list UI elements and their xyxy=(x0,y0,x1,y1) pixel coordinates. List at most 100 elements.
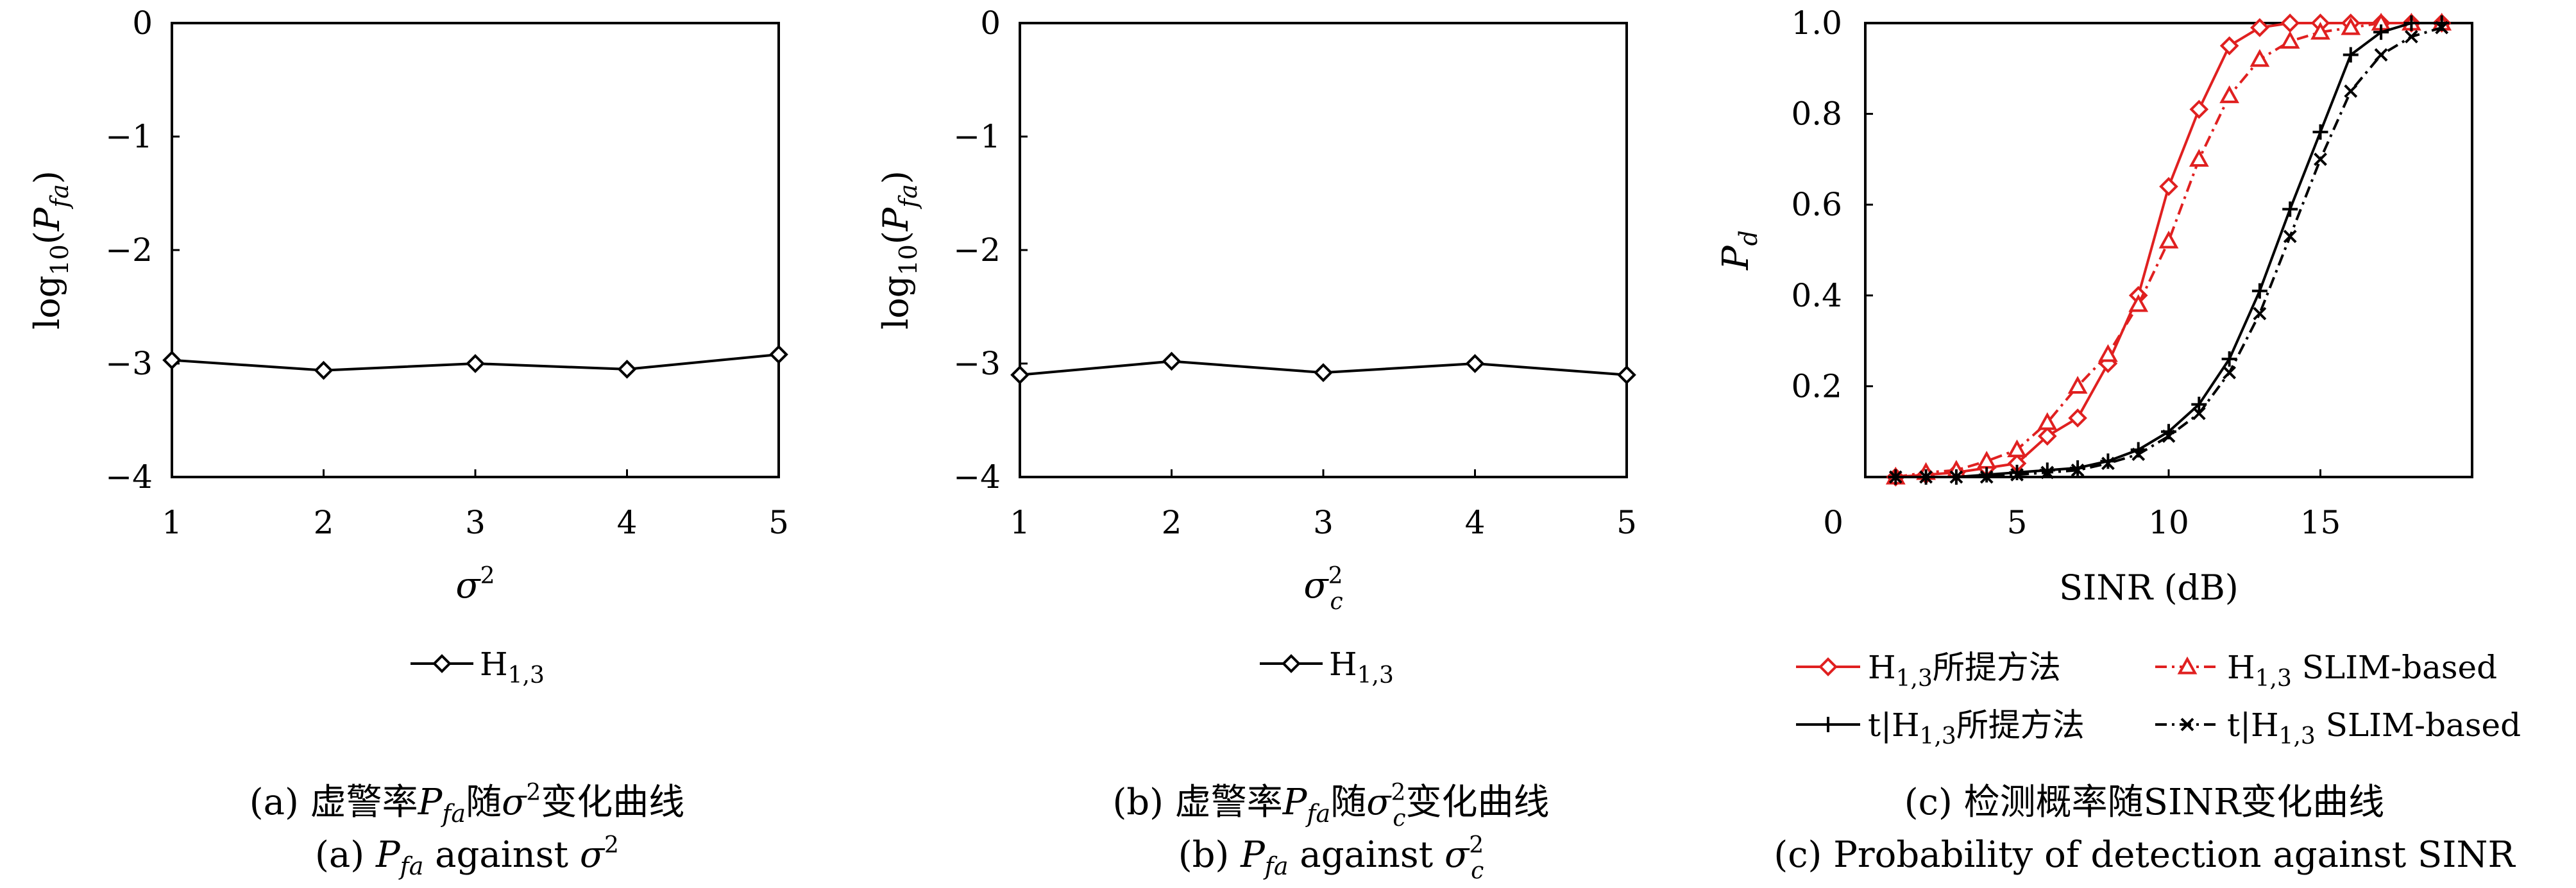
panel-c-data-point xyxy=(2191,396,2207,412)
panel-a-xtick-label: 1 xyxy=(162,504,182,541)
panel-a-data-point xyxy=(617,360,637,379)
panel-c-ytick-label: 0.6 xyxy=(1791,186,1842,223)
panel-a-data-point xyxy=(162,350,182,370)
panel-c-legend-label: H1,3 SLIM-based xyxy=(2227,649,2497,692)
panel-c-data-point xyxy=(2068,408,2087,428)
panel-c-data-point xyxy=(2341,17,2361,35)
panel-b-ytick-label: −4 xyxy=(953,458,1001,496)
panel-b-legend: H1,3 xyxy=(1260,646,1394,689)
panel-a-data-point xyxy=(314,360,334,380)
panel-a-series xyxy=(162,345,788,380)
panel-c-legend-label: H1,3所提方法 xyxy=(1868,649,2061,692)
panel-c-data-point xyxy=(2310,22,2330,40)
panel-c-series-line-2 xyxy=(1895,22,2442,478)
panel-c-series-line-4 xyxy=(1895,26,2443,478)
panel-c-series xyxy=(1885,12,2452,487)
panel-c: 0 5 10 15 1.0 0.8 0.6 0.4 0.2 Pd SINR (dB) H1,3所… xyxy=(1715,4,2521,876)
panel-c-data-point xyxy=(2344,84,2358,98)
panel-c-data-point xyxy=(2067,376,2088,394)
panel-b-caption-cn: (b) 虚警率Pfa随σ2 c变化曲线 xyxy=(1112,780,1549,832)
panel-c-legend-marker xyxy=(2177,656,2198,674)
panel-c-ticks: 0 5 10 15 1.0 0.8 0.6 0.4 0.2 xyxy=(1791,4,2341,541)
panel-b-legend-label: H1,3 xyxy=(1329,646,1394,689)
panel-b-xtick-label: 4 xyxy=(1465,504,1486,541)
panel-b-ticks: 1 2 3 4 5 0 −1 −2 −3 −4 xyxy=(953,4,1637,541)
panel-b-data-point xyxy=(1162,351,1182,371)
panel-c-data-point xyxy=(2404,29,2418,44)
panel-c-data-point xyxy=(2101,457,2115,471)
panel-a-caption-en: (a) Pfa against σ2 xyxy=(315,832,619,880)
panel-c-data-point xyxy=(2374,48,2388,62)
panel-c-data-point xyxy=(2158,230,2179,249)
panel-a-xlabel: σ2 xyxy=(455,563,495,607)
panel-a-ylabel-text: log10(Pfa) xyxy=(27,171,74,330)
panel-b-ytick-label: 0 xyxy=(980,4,1001,42)
panel-c-data-point xyxy=(2039,462,2055,478)
panel-b-xlabel: σ2 c xyxy=(1303,563,1343,615)
panel-c-data-point xyxy=(2159,177,2178,196)
panel-c-data-point xyxy=(2131,448,2146,462)
panel-c-legend-marker xyxy=(1818,657,1838,676)
panel-c-data-point xyxy=(2189,99,2209,119)
panel-b-data-point xyxy=(1617,365,1636,385)
panel-c-data-point xyxy=(2162,429,2176,443)
panel-c-data-point xyxy=(2037,412,2058,430)
panel-c-legend-label: t|H1,3 SLIM-based xyxy=(2227,707,2521,750)
panel-b-ytick-label: −2 xyxy=(953,231,1001,269)
panel-a-ytick-label: −3 xyxy=(105,345,153,382)
panel-a-xtick-label: 3 xyxy=(465,504,486,541)
panel-c-data-point xyxy=(2280,13,2300,33)
panel-a-legend: H1,3 xyxy=(411,646,545,689)
panel-a-legend-label: H1,3 xyxy=(480,646,545,689)
panel-c-data-point xyxy=(2010,468,2024,482)
panel-c-legend: H1,3所提方法 H1,3 SLIM-based t|H1,3所提方法 t|H1,3 … xyxy=(1796,649,2521,750)
panel-a-xtick-label: 4 xyxy=(617,504,638,541)
panel-c-data-point xyxy=(2071,463,2085,477)
panel-c-caption-cn: (c) 检测概率随SINR变化曲线 xyxy=(1904,782,2385,823)
panel-b-xtick-label: 3 xyxy=(1313,504,1334,541)
panel-a-ticks: 1 2 3 4 5 0 −1 −2 −3 −4 xyxy=(105,4,789,541)
panel-c-legend-marker xyxy=(1820,717,1836,732)
panel-b-data-point xyxy=(1314,363,1333,382)
panel-a-data-point xyxy=(466,354,485,373)
panel-c-data-point xyxy=(2007,439,2027,458)
panel-c-data-point xyxy=(2250,49,2270,67)
panel-c-data-point xyxy=(2040,465,2055,480)
panel-c-xtick-label: 0 xyxy=(1823,504,1843,541)
panel-b-xtick-label: 2 xyxy=(1162,504,1182,541)
panel-c-ylabel: Pd xyxy=(1715,230,1763,271)
panel-c-data-point xyxy=(1919,470,1933,484)
panel-b-plot-frame xyxy=(1019,22,1628,478)
panel-c-caption-en: (c) Probability of detection against SIN… xyxy=(1774,834,2516,876)
panel-a-ytick-label: −1 xyxy=(105,118,153,155)
panel-b-ytick-label: −1 xyxy=(953,118,1001,155)
panel-c-data-point xyxy=(2283,230,2297,244)
panel-c-data-point xyxy=(2253,306,2267,321)
panel-c-data-point xyxy=(2403,15,2419,31)
panel-c-data-point xyxy=(2250,18,2269,37)
panel-b-series xyxy=(1010,351,1636,385)
panel-c-data-point xyxy=(2128,294,2149,312)
panel-c-data-point xyxy=(2189,149,2209,167)
panel-c-data-point xyxy=(2343,47,2359,63)
panel-b-data-point xyxy=(1465,354,1485,373)
panel-a-plot-frame xyxy=(171,22,780,478)
panel-c-data-point xyxy=(1888,470,1902,484)
panel-c-data-point xyxy=(1979,470,1994,484)
panel-c-xlabel: SINR (dB) xyxy=(2059,567,2239,608)
panel-c-ytick-label: 0.4 xyxy=(1791,277,1842,314)
panel-c-plot-frame xyxy=(1864,22,2473,478)
panel-a-data-point xyxy=(769,345,788,364)
panel-c-ylabel-text: Pd xyxy=(1715,230,1763,271)
panel-c-data-point xyxy=(2223,365,2237,380)
panel-c-series-line-3 xyxy=(1895,22,2442,478)
panel-c-data-point xyxy=(2280,31,2300,49)
panel-b: 1 2 3 4 5 0 −1 −2 −3 −4 log10(Pfa) σ2 c H1,3 (b) 虚… xyxy=(876,4,1637,884)
panel-c-data-point xyxy=(1979,467,1995,483)
panel-c-data-point xyxy=(2100,453,2116,469)
panel-b-ylabel: log10(Pfa) xyxy=(876,171,922,330)
panel-c-data-point xyxy=(2098,344,2118,362)
panel-c-legend-label: t|H1,3所提方法 xyxy=(1868,707,2085,750)
panel-b-ylabel-text: log10(Pfa) xyxy=(876,171,922,330)
